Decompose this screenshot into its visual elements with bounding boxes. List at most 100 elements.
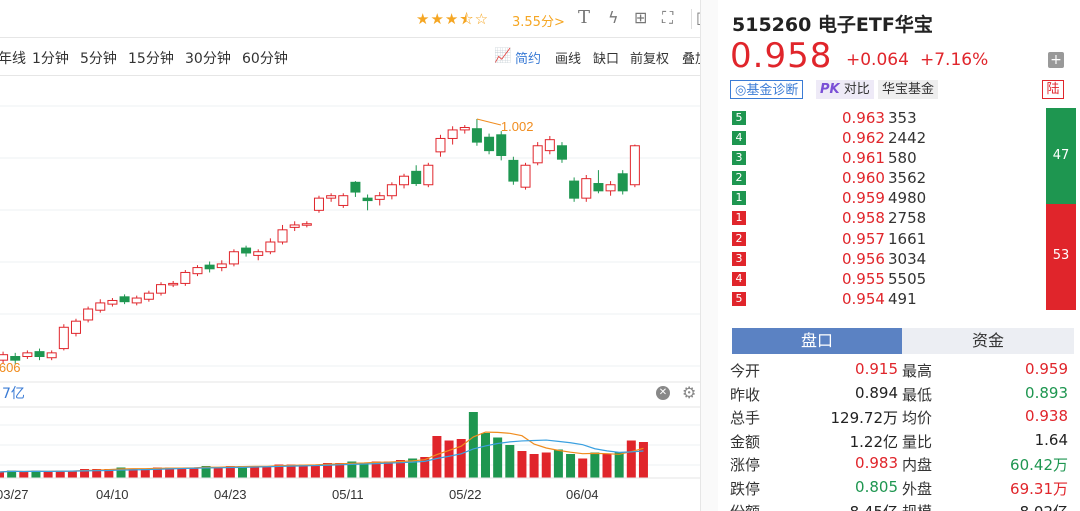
stock-name: 515260 电子ETF华宝 [732,14,933,36]
empty-star-icon: ☆ [474,10,489,28]
volume-bar [347,461,357,478]
candle-up [338,195,349,206]
tool-adjust[interactable]: 前复权 [630,52,670,67]
compare-button[interactable]: PK 对比 [816,80,874,99]
lightning-icon[interactable]: ϟ [608,8,619,27]
bid-row[interactable]: 3 0.956 3034 [730,249,1046,269]
volume-bar [456,439,466,478]
stats-row: 跌停 0.805 外盘 69.31万 [730,476,1074,500]
text-icon[interactable]: T [578,7,591,28]
volume-bar [578,458,588,478]
order-volume: 580 [888,149,917,168]
period-60min[interactable]: 60分钟 [242,51,288,67]
order-book: 5 0.963 353 4 0.962 2442 3 0.961 580 2 0.960 3562 1 0… [730,108,1046,309]
candle-down [617,173,628,192]
period-5min[interactable]: 5分钟 [80,51,117,67]
order-volume: 2758 [888,209,927,228]
level-badge: 3 [732,151,746,166]
order-price: 0.959 [842,189,885,208]
volume-bar [420,457,430,478]
volume-bar [152,467,162,478]
candlestick-chart[interactable]: 1.002 0.606 03/27 04/10 04/23 05/11 05/22 06/04 [0,0,700,511]
candle-up [192,267,203,275]
volume-bar [238,466,247,478]
volume-bar [481,433,490,478]
volume-bar [408,458,418,478]
stat-value: 8.45亿 [810,501,898,511]
bid-row[interactable]: 2 0.957 1661 [730,229,1046,249]
level-badge: 4 [732,271,746,286]
fund-company-tag[interactable]: 华宝基金 [878,80,939,99]
rating-score-link[interactable]: 3.55分> [512,15,565,30]
candle-down [496,134,507,157]
stat-label: 跌停 [730,479,761,498]
plus-square-icon[interactable]: ⊞ [634,8,648,27]
tool-draw[interactable]: 画线 [555,52,582,67]
ask-row[interactable]: 1 0.959 4980 [730,188,1046,208]
tool-gap[interactable]: 缺口 [593,52,620,67]
stat-value: 0.805 [855,477,898,496]
x-tick-label: 05/11 [332,487,364,502]
level-badge: 2 [732,171,746,186]
volume-bar [43,472,53,478]
period-15min[interactable]: 15分钟 [128,51,174,67]
volume-bar [0,472,4,478]
candle-down [204,264,215,270]
tool-simple[interactable]: 简约 [515,52,542,67]
volume-bar [395,460,405,478]
period-30min[interactable]: 30分钟 [185,51,231,67]
stat-label: 外盘 [902,479,933,498]
sell-ratio-bar: 47 [1046,108,1076,204]
period-1min[interactable]: 1分钟 [32,51,69,67]
fullscreen-icon[interactable]: ⛶ [662,8,674,27]
volume-bar [189,467,199,478]
fund-diagnosis-button[interactable]: ◎基金诊断 [730,80,804,99]
close-icon[interactable]: ✕ [656,386,670,400]
chart-scrollbar[interactable] [700,0,718,511]
x-tick-label: 03/27 [0,487,29,502]
volume-bar [31,470,41,478]
gear-icon[interactable]: ⚙ [682,383,697,402]
level-badge: 1 [732,191,746,206]
rating-stars[interactable]: ★ ★ ★ ⯪ ☆ [416,10,488,28]
order-volume: 353 [888,109,917,127]
x-tick-label: 04/10 [96,487,129,502]
add-watchlist-button[interactable]: + [1048,52,1064,68]
order-price: 0.961 [842,149,885,168]
candle-up [228,251,239,265]
stat-label: 最低 [902,385,933,404]
ask-row[interactable]: 4 0.962 2442 [730,128,1046,148]
bid-row[interactable]: 5 0.954 491 [730,289,1046,309]
candle-up [544,139,555,152]
candle-up [520,164,531,188]
stat-value: 0.959 [1025,360,1068,378]
volume-bar [128,469,138,478]
diagnosis-icon: ◎ [735,83,747,98]
level-badge: 4 [732,131,746,146]
volume-bar [626,440,636,478]
candle-up [180,271,191,284]
period-year[interactable]: 年线 [0,51,26,67]
tab-zijin[interactable]: 资金 [902,328,1074,354]
ask-row[interactable]: 5 0.963 353 [730,108,1046,128]
candle-up [70,320,81,334]
candle-up [216,263,227,269]
order-volume: 5505 [888,269,927,288]
order-volume: 3562 [888,169,927,188]
candle-up [156,284,167,294]
volume-bar [541,452,551,478]
tab-pankou[interactable]: 盘口 [732,328,902,354]
ask-row[interactable]: 3 0.961 580 [730,148,1046,168]
line-chart-icon[interactable]: 📈 [494,48,512,64]
land-connect-badge[interactable]: 陆 [1042,80,1064,99]
ask-row[interactable]: 2 0.960 3562 [730,168,1046,188]
bid-row[interactable]: 1 0.958 2758 [730,208,1046,228]
bid-row[interactable]: 4 0.955 5505 [730,269,1046,289]
candle-down [508,159,519,182]
volume-bar [67,470,77,478]
order-price: 0.960 [842,169,885,188]
candle-up [629,145,640,186]
half-star-icon: ⯪ [459,10,474,28]
volume-bar [590,452,600,478]
candle-down [411,170,422,185]
